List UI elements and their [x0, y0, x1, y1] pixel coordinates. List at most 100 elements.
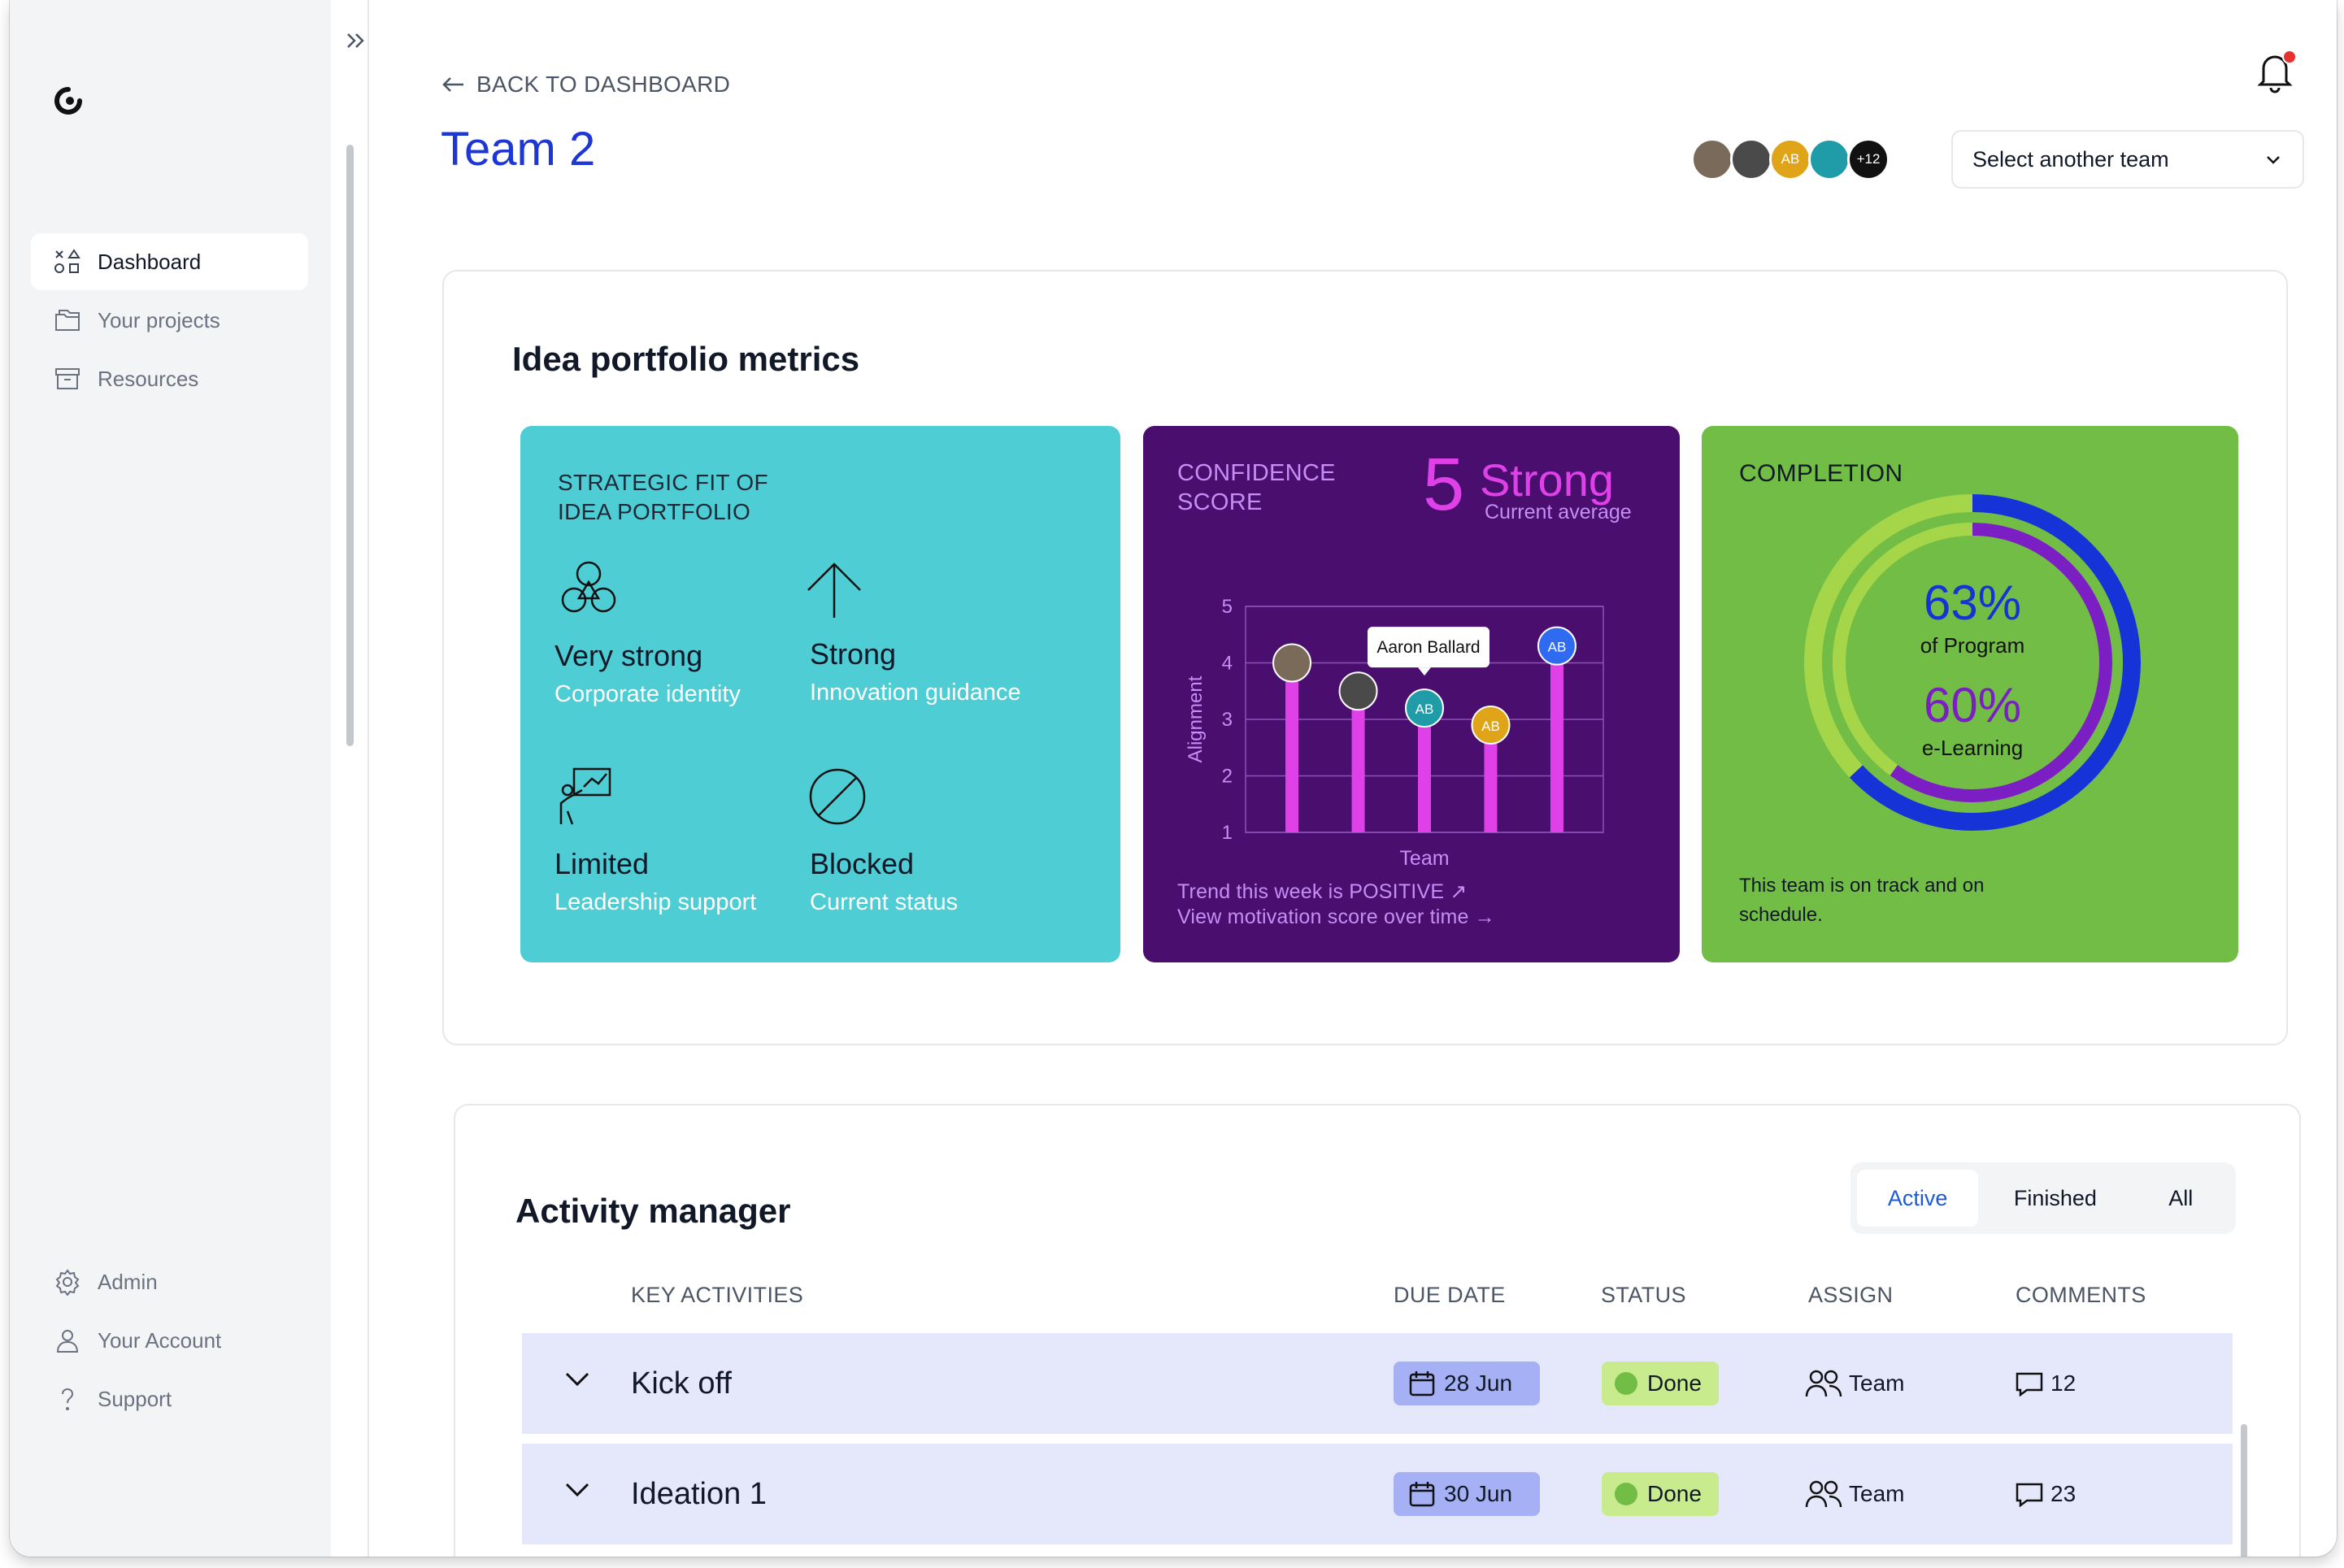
sidebar-item-projects[interactable]: Your projects: [31, 292, 308, 349]
team-icon: [1805, 1370, 1842, 1397]
y-tick-label: 3: [1222, 709, 1233, 731]
dashboard-icon: [54, 248, 81, 276]
sidebar-item-resources[interactable]: Resources: [31, 350, 308, 407]
confidence-score-card: CONFIDENCE SCORE 5 Strong Current averag…: [1143, 426, 1680, 962]
sidebar-item-support[interactable]: Support: [31, 1370, 308, 1427]
column-header-comments[interactable]: COMMENTS: [2016, 1283, 2146, 1307]
avatar-overflow-count[interactable]: +12: [1847, 138, 1890, 180]
sidebar-nav: Dashboard Your projects Resources: [31, 233, 308, 409]
y-tick-label: 5: [1222, 596, 1233, 618]
metric-item: Strong Innovation guidance: [810, 637, 1021, 706]
collapse-sidebar-icon[interactable]: [340, 24, 372, 57]
table-row[interactable]: Ideation 1 30 Jun Done Team 23: [522, 1444, 2233, 1544]
folder-icon: [54, 306, 81, 334]
app-logo-icon[interactable]: [52, 85, 85, 117]
elearning-percent: 60%: [1924, 678, 2021, 732]
activity-scrollbar[interactable]: [2241, 1424, 2247, 1557]
arrow-up-icon: [807, 562, 861, 618]
sidebar-item-label: Admin: [98, 1269, 158, 1294]
y-tick-label: 1: [1222, 822, 1233, 844]
chart-bar: [1484, 724, 1498, 832]
comment-icon: [2016, 1372, 2043, 1396]
sidebar-bottom-nav: Admin Your Account Support: [31, 1253, 308, 1429]
assign-button[interactable]: Team: [1805, 1369, 1904, 1398]
bar-avatar-marker: [1338, 671, 1378, 711]
tab-all[interactable]: All: [2168, 1185, 2194, 1210]
avatar[interactable]: AB: [1769, 138, 1811, 180]
avatar[interactable]: [1691, 138, 1733, 180]
program-ring: [1804, 494, 2141, 831]
notification-bell-icon[interactable]: [2252, 46, 2298, 98]
triangle-circles-icon: [561, 561, 616, 613]
tooltip-pointer: [1418, 667, 1431, 676]
sidebar-item-label: Your Account: [98, 1327, 222, 1353]
gear-icon: [54, 1268, 81, 1296]
metric-item: Very strong Corporate identity: [554, 639, 741, 707]
sidebar-item-label: Resources: [98, 366, 199, 391]
team-select-dropdown[interactable]: Select another team: [1951, 130, 2304, 189]
y-tick-label: 2: [1222, 766, 1233, 788]
user-icon: [54, 1327, 81, 1354]
column-header-activities[interactable]: KEY ACTIVITIES: [631, 1283, 804, 1307]
team-select-label: Select another team: [1972, 146, 2169, 172]
due-date-badge[interactable]: 28 Jun: [1394, 1362, 1540, 1405]
archive-icon: [54, 365, 81, 393]
activity-tabs: Active Finished All: [1850, 1162, 2236, 1234]
chevron-down-icon[interactable]: [564, 1370, 590, 1388]
y-axis-label: Alignment: [1185, 675, 1207, 762]
bar-avatar-initials: AB: [1416, 701, 1434, 717]
comments-button[interactable]: 23: [2015, 1481, 2076, 1507]
x-axis-label: Team: [1399, 847, 1449, 870]
completion-card: COMPLETION 63% of Program 60% e-Learning…: [1702, 426, 2238, 962]
back-link-label: BACK TO DASHBOARD: [476, 72, 731, 97]
tab-finished[interactable]: Finished: [2013, 1185, 2097, 1210]
metric-item: Blocked Current status: [810, 847, 959, 915]
chart-bar: [1285, 662, 1299, 832]
team-icon: [1805, 1480, 1842, 1508]
motivation-score-link[interactable]: View motivation score over time →: [1177, 906, 1495, 928]
team-avatars[interactable]: AB +12: [1691, 138, 1890, 180]
question-icon: [54, 1385, 81, 1413]
presenter-icon: [559, 767, 611, 825]
program-label: of Program: [1920, 633, 2025, 658]
avatar[interactable]: [1808, 138, 1850, 180]
chevron-down-icon: [2267, 156, 2280, 164]
sidebar-scrollbar[interactable]: [346, 145, 354, 746]
comments-button[interactable]: 12: [2015, 1370, 2076, 1396]
confidence-score-label: Strong: [1480, 454, 1614, 506]
due-date-badge[interactable]: 30 Jun: [1394, 1472, 1540, 1516]
assign-button[interactable]: Team: [1805, 1479, 1904, 1509]
tab-active[interactable]: Active: [1857, 1170, 1979, 1227]
table-row[interactable]: Kick off 28 Jun Done Team 12: [522, 1333, 2233, 1434]
elearning-ring: [1833, 523, 2112, 802]
chevron-down-icon[interactable]: [564, 1481, 590, 1499]
activity-name: Kick off: [631, 1366, 732, 1401]
column-header-due-date[interactable]: DUE DATE: [1394, 1283, 1506, 1307]
bar-avatar-marker: [1272, 643, 1312, 683]
avatar[interactable]: [1730, 138, 1772, 180]
status-badge[interactable]: Done: [1602, 1472, 1719, 1516]
status-dot: [1615, 1372, 1637, 1395]
trend-link[interactable]: Trend this week is POSITIVE ↗: [1177, 880, 1468, 903]
activity-title: Activity manager: [515, 1192, 791, 1230]
confidence-score-value: 5: [1423, 443, 1465, 526]
elearning-label: e-Learning: [1922, 736, 2023, 760]
column-header-status[interactable]: STATUS: [1601, 1283, 1686, 1307]
bar-avatar-marker: [1405, 688, 1444, 728]
bar-avatar-marker: [1537, 626, 1576, 666]
completion-note: This team is on track and on schedule.: [1739, 875, 1985, 926]
tooltip-box: [1368, 627, 1489, 668]
sidebar-item-admin[interactable]: Admin: [31, 1253, 308, 1310]
back-to-dashboard-link[interactable]: BACK TO DASHBOARD: [441, 72, 730, 98]
column-header-assign[interactable]: ASSIGN: [1808, 1283, 1894, 1307]
sidebar-item-label: Support: [98, 1386, 172, 1411]
alignment-chart: 1 2 3 4 5 Alignment Team AB Aaron Ballard AB AB: [1185, 596, 1604, 870]
strategic-fit-card: STRATEGIC FIT OF IDEA PORTFOLIO Very str…: [520, 426, 1120, 962]
completion-donut: 63% of Program 60% e-Learning: [1804, 494, 2141, 831]
sidebar-item-dashboard[interactable]: Dashboard: [31, 233, 308, 290]
sidebar-item-account[interactable]: Your Account: [31, 1312, 308, 1369]
status-badge[interactable]: Done: [1602, 1362, 1719, 1405]
blocked-icon: [809, 768, 866, 825]
arrow-left-icon: [442, 77, 463, 92]
metric-item: Limited Leadership support: [554, 847, 757, 915]
